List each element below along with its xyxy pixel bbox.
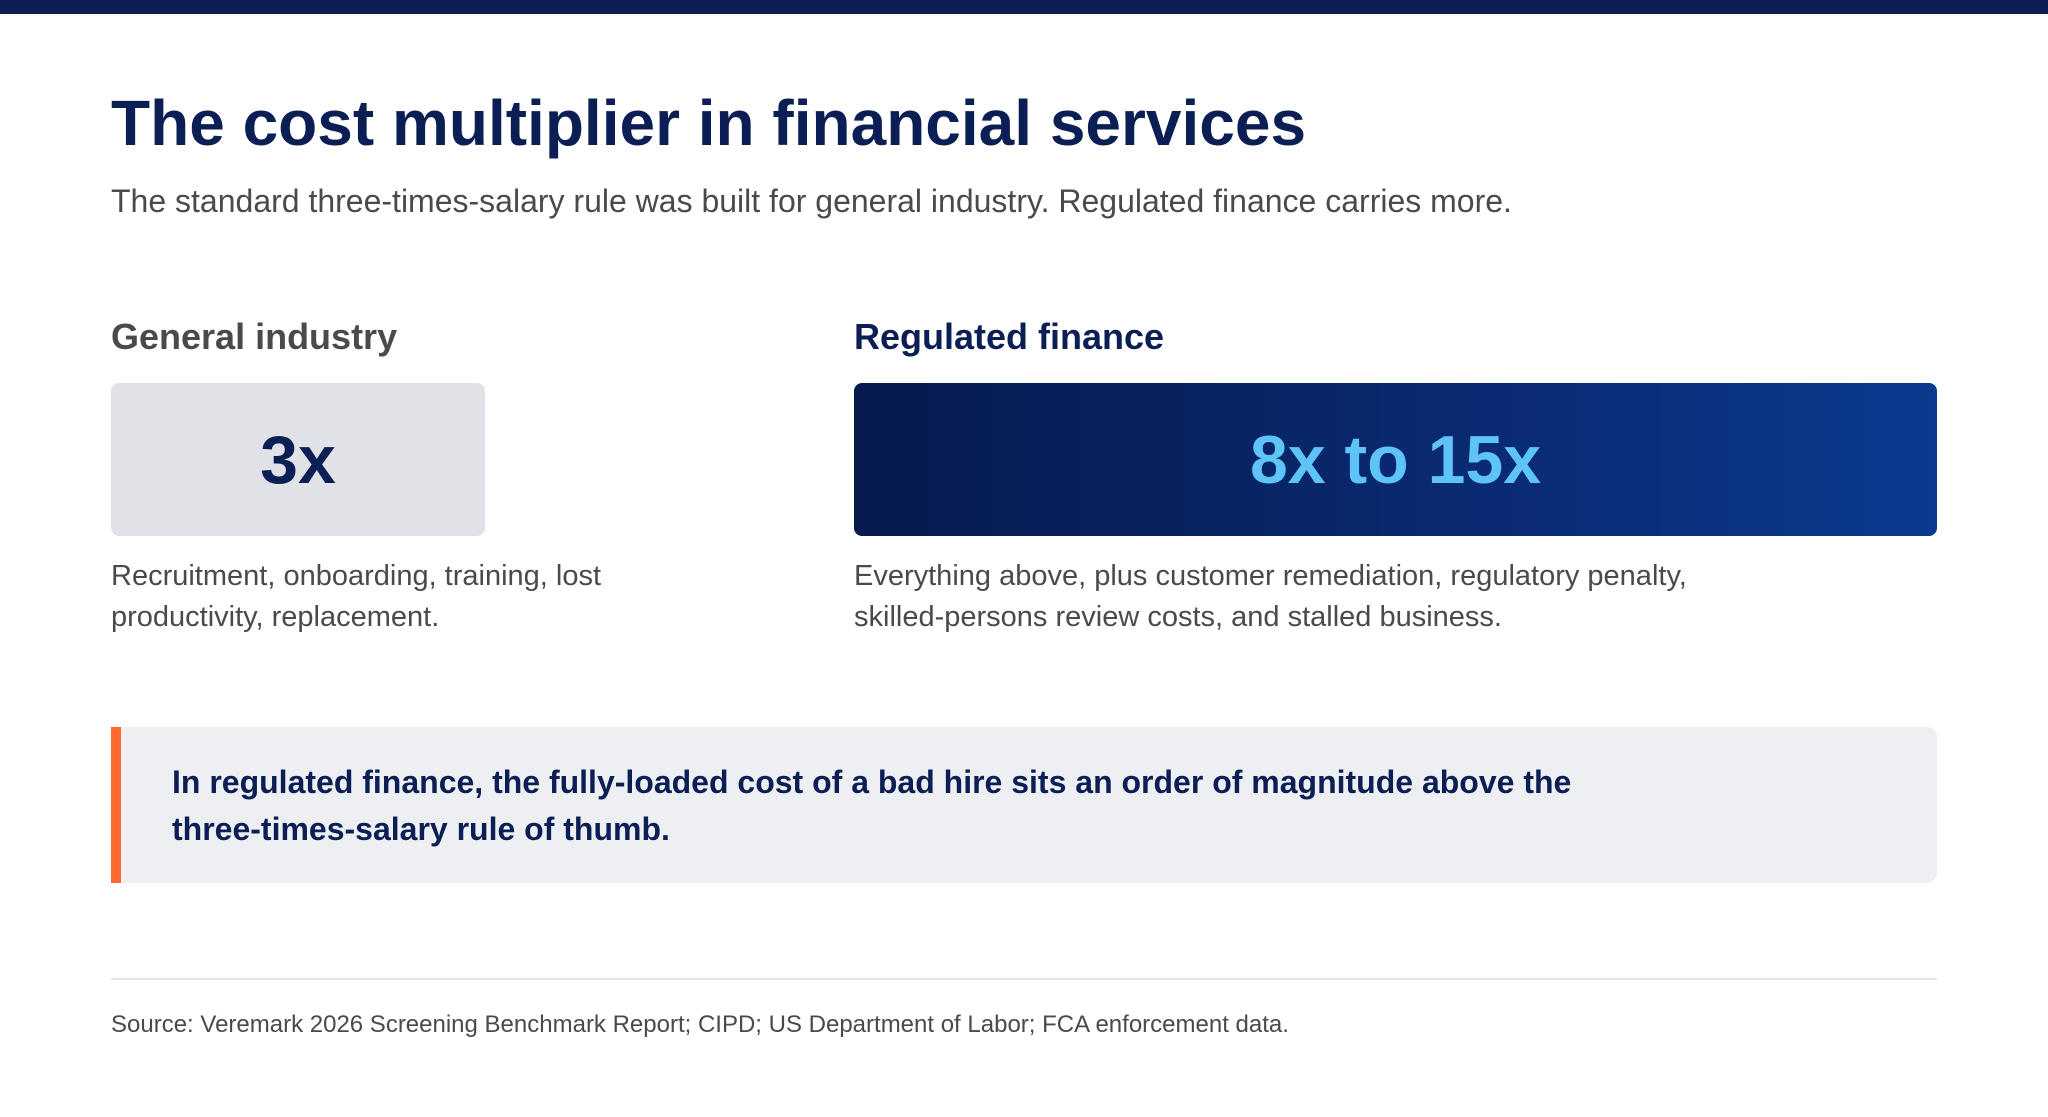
- callout-accent-bar: [111, 727, 121, 883]
- source-note: Source: Veremark 2026 Screening Benchmar…: [111, 1011, 1289, 1038]
- general-industry-multiplier-box: 3x: [111, 383, 485, 536]
- regulated-finance-multiplier-value: 8x to 15x: [1249, 421, 1542, 498]
- key-insight-callout: In regulated finance, the fully-loaded c…: [111, 727, 1937, 883]
- top-accent-bar: [0, 0, 2048, 14]
- footer-divider: [111, 978, 1937, 980]
- page-subtitle: The standard three-times-salary rule was…: [111, 183, 1512, 219]
- callout-text: In regulated finance, the fully-loaded c…: [172, 764, 1572, 847]
- page-title: The cost multiplier in financial service…: [111, 87, 1307, 159]
- regulated-finance-multiplier-box: 8x to 15x: [854, 383, 1937, 536]
- general-industry-description: Recruitment, onboarding, training, lost …: [111, 560, 602, 633]
- general-industry-heading: General industry: [111, 316, 398, 357]
- regulated-finance-description: Everything above, plus customer remediat…: [854, 560, 1687, 633]
- general-industry-multiplier-value: 3x: [260, 421, 336, 498]
- regulated-finance-heading: Regulated finance: [854, 316, 1165, 357]
